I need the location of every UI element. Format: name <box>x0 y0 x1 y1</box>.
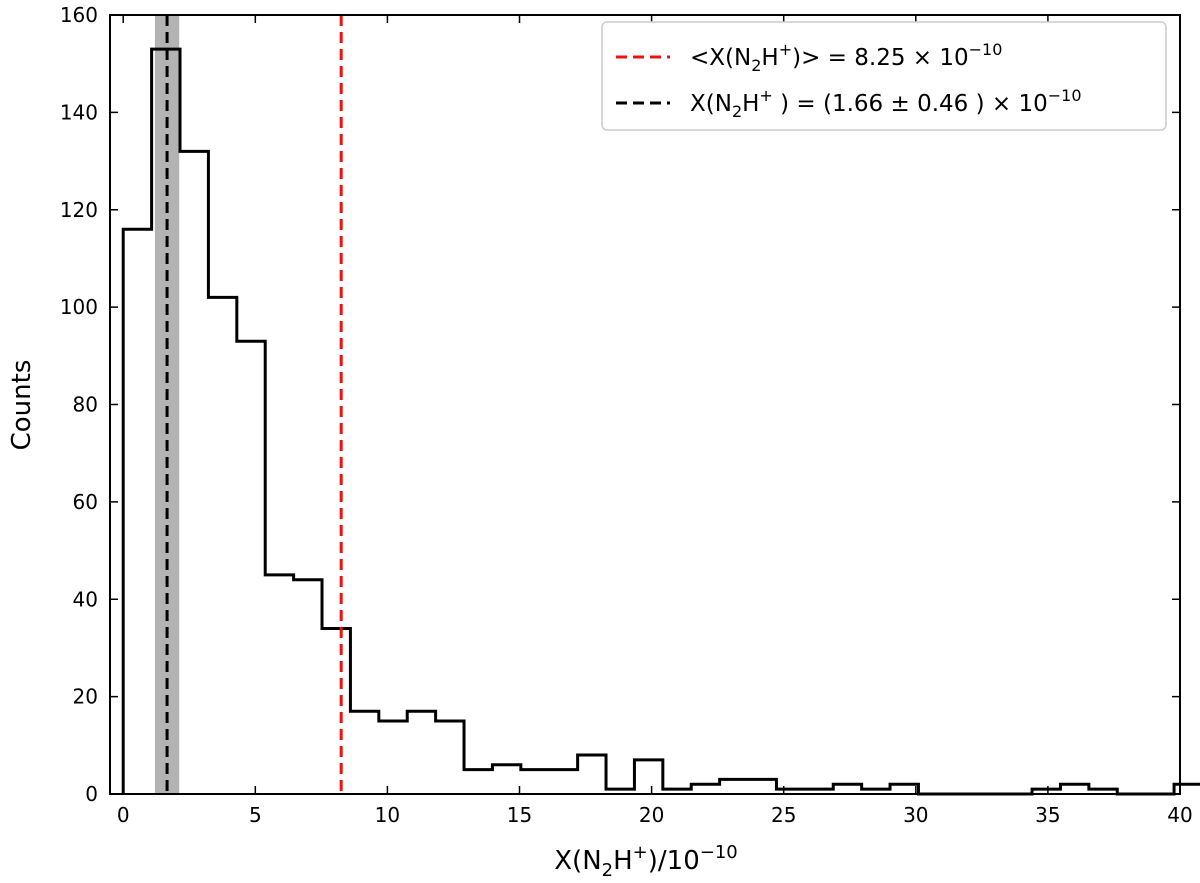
y-tick-label: 160 <box>60 3 98 27</box>
x-tick-label: 40 <box>1167 803 1192 827</box>
histogram-step-outline <box>121 47 1200 796</box>
x-tick-label: 10 <box>375 803 400 827</box>
x-axis-label-sup: + <box>633 842 648 863</box>
x-axis-ticks: 0 5 10 15 20 25 30 35 40 <box>117 15 1193 827</box>
y-tick-label: 20 <box>73 685 98 709</box>
x-tick-label: 30 <box>903 803 928 827</box>
x-axis-label: X(N2H+)/10−10 <box>554 842 738 881</box>
x-axis-label-sub: 2 <box>602 860 613 881</box>
x-tick-label: 35 <box>1035 803 1060 827</box>
reference-lines-group <box>165 15 343 794</box>
x-tick-label: 15 <box>507 803 532 827</box>
legend: <X(N2H+)> = 8.25 × 10−10 X(N2H+ ) = (1.6… <box>601 21 1167 131</box>
x-tick-label: 5 <box>249 803 262 827</box>
y-axis-label: Counts <box>7 360 37 451</box>
y-tick-label: 0 <box>85 782 98 806</box>
median-error-band-group <box>154 15 180 794</box>
legend-frame <box>601 21 1167 131</box>
y-tick-label: 100 <box>60 295 98 319</box>
y-axis-ticks: 0 20 40 60 80 100 120 140 160 <box>60 3 1180 806</box>
histogram-group <box>121 47 1200 796</box>
median-error-band <box>154 15 180 794</box>
x-axis-label-exp: −10 <box>700 842 738 863</box>
y-tick-label: 140 <box>60 100 98 124</box>
y-tick-label: 40 <box>73 587 98 611</box>
y-tick-label: 60 <box>73 490 98 514</box>
legend-mean-label: <X(N2H+)> = 8.25 × 10−10 <box>690 40 1002 75</box>
x-tick-label: 25 <box>771 803 796 827</box>
legend-median-label: X(N2H+ ) = (1.66 ± 0.46 ) × 10−10 <box>690 86 1082 121</box>
x-tick-label: 20 <box>639 803 664 827</box>
y-tick-label: 120 <box>60 198 98 222</box>
x-tick-label: 0 <box>117 803 130 827</box>
y-tick-label: 80 <box>73 393 98 417</box>
